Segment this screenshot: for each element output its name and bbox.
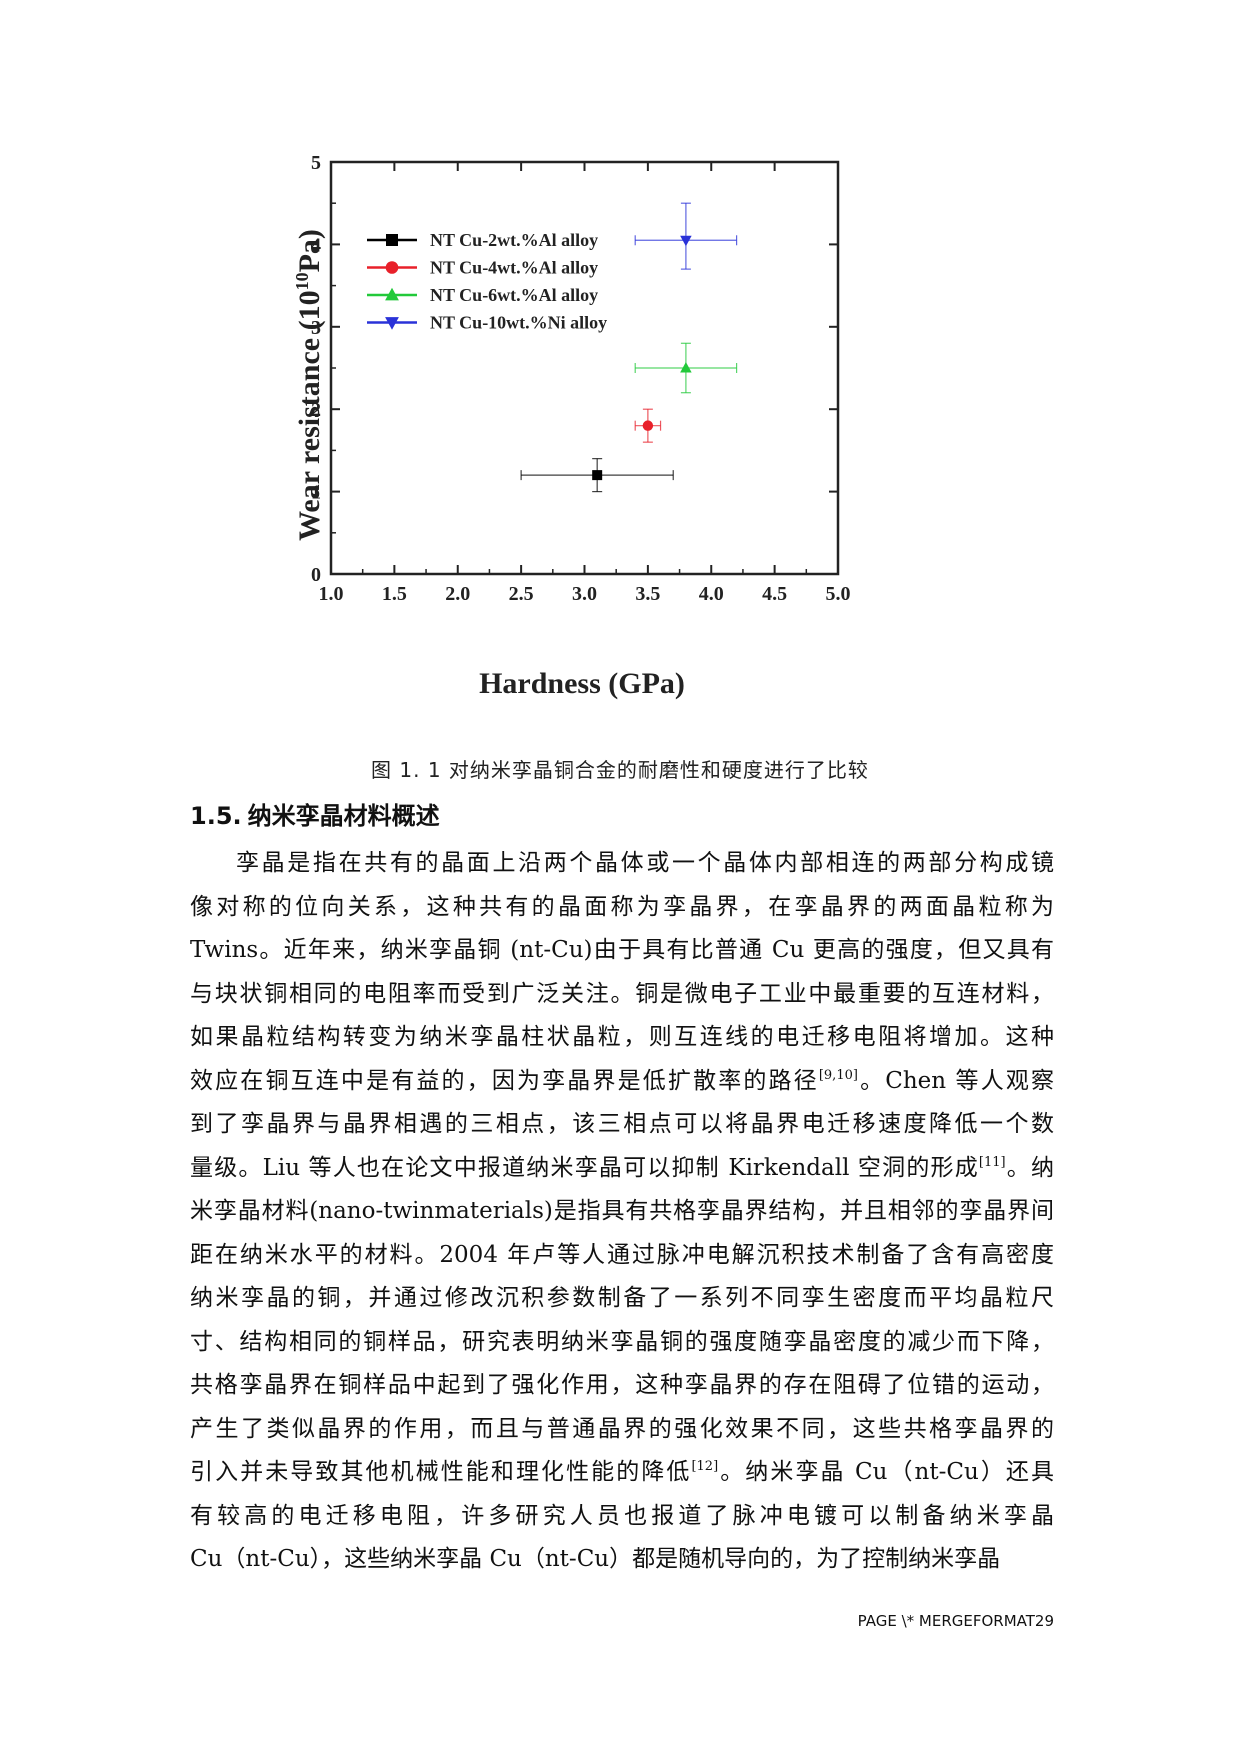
paragraph-line: 像对称的位向关系，这种共有的晶面称为孪晶界，在孪晶界的两面晶粒称为 bbox=[190, 893, 1054, 920]
legend-label: NT Cu-10wt.%Ni alloy bbox=[430, 313, 607, 333]
section-heading: 1.5. 纳米孪晶材料概述 bbox=[190, 796, 440, 831]
section-title-text: 纳米孪晶材料概述 bbox=[247, 802, 440, 830]
line-text: 。Chen 等人观察 bbox=[857, 1067, 1055, 1094]
figure-caption: 图 1. 1 对纳米孪晶铜合金的耐磨性和硬度进行了比较 bbox=[371, 758, 869, 782]
paragraph-line: 效应在铜互连中是有益的，因为孪晶界是低扩散率的路径[9,10]。Chen 等人观… bbox=[190, 1060, 1054, 1104]
legend-marker bbox=[386, 234, 398, 246]
plot-frame bbox=[329, 160, 840, 576]
scatter-chart: 1.0 1.5 2.0 2.5 3.0 3.5 4.0 4.5 5.0 0 1 2 3 4 5 NT Cu-… bbox=[292, 152, 851, 700]
legend-marker bbox=[385, 317, 399, 330]
page-footer-field: PAGE \* MERGEFORMAT29 bbox=[857, 1612, 1054, 1630]
y-axis-label-main: Wear resistance (10 bbox=[293, 290, 326, 541]
legend: NT Cu-2wt.%Al alloy NT Cu-4wt.%Al alloy NT… bbox=[367, 230, 607, 333]
line-text: 引入并未导致其他机械性能和理化性能的降低 bbox=[190, 1459, 692, 1485]
wear-hardness-figure: 1.0 1.5 2.0 2.5 3.0 3.5 4.0 4.5 5.0 0 1 2 3 4 5 NT Cu-… bbox=[270, 150, 970, 730]
line-text: 。纳米孪晶 Cu（nt-Cu）还具 bbox=[718, 1459, 1054, 1485]
line-text: 量级。Liu 等人也在论文中报道纳米孪晶可以抑制 Kirkendall 空洞的形… bbox=[190, 1154, 979, 1181]
paragraph-line: 共格孪晶界在铜样品中起到了强化作用，这种孪晶界的存在阻碍了位错的运动， bbox=[190, 1372, 1054, 1398]
legend-entry-1: NT Cu-2wt.%Al alloy bbox=[367, 230, 598, 250]
axes bbox=[329, 160, 840, 576]
tick-labels: 1.0 1.5 2.0 2.5 3.0 3.5 4.0 4.5 5.0 0 1 2 3 4 5 bbox=[311, 152, 851, 605]
x-tick-label: 1.0 bbox=[319, 583, 344, 605]
paragraph-line: 有较高的电迁移电阻，许多研究人员也报道了脉冲电镀可以制备纳米孪晶 bbox=[190, 1502, 1054, 1529]
y-tick-label: 2 bbox=[311, 399, 321, 421]
tick-marks bbox=[330, 161, 839, 575]
line-text: 效应在铜互连中是有益的，因为孪晶界是低扩散率的路径 bbox=[190, 1067, 819, 1094]
data-point-1 bbox=[520, 458, 674, 493]
y-axis-label: Wear resistance (1010Pa) bbox=[292, 229, 326, 541]
data-marker bbox=[680, 362, 692, 373]
paragraph-line: 如果晶粒结构转变为纳米孪晶柱状晶粒，则互连线的电迁移电阻将增加。这种 bbox=[190, 1024, 1054, 1050]
y-axis-label-superscript: 10 bbox=[292, 272, 312, 290]
data-point-4 bbox=[634, 202, 738, 270]
citation-ref: [9,10] bbox=[818, 1067, 858, 1083]
line-text: 。纳 bbox=[1005, 1154, 1055, 1181]
paragraph-line: 寸、结构相同的铜样品，研究表明纳米孪晶铜的强度随孪晶密度的减少而下降， bbox=[190, 1328, 1054, 1355]
x-tick-label: 4.5 bbox=[762, 583, 787, 605]
paragraph-line: 与块状铜相同的电阻率而受到广泛关注。铜是微电子工业中最重要的互连材料， bbox=[190, 980, 1054, 1007]
paragraph-line: Twins。近年来，纳米孪晶铜 (nt-Cu)由于具有比普通 Cu 更高的强度，… bbox=[190, 937, 1054, 963]
data-point-3 bbox=[634, 342, 738, 394]
paragraph-line: 量级。Liu 等人也在论文中报道纳米孪晶可以抑制 Kirkendall 空洞的形… bbox=[190, 1147, 1054, 1191]
legend-label: NT Cu-2wt.%Al alloy bbox=[430, 230, 598, 250]
paragraph-line: 引入并未导致其他机械性能和理化性能的降低[12]。纳米孪晶 Cu（nt-Cu）还… bbox=[190, 1451, 1054, 1495]
x-axis-label: Hardness (GPa) bbox=[479, 667, 685, 700]
x-tick-label: 1.5 bbox=[382, 583, 407, 605]
citation-ref: [12] bbox=[691, 1459, 719, 1474]
legend-entry-3: NT Cu-6wt.%Al alloy bbox=[367, 285, 598, 305]
y-tick-label: 4 bbox=[311, 234, 321, 256]
paragraph-line: 距在纳米水平的材料。2004 年卢等人通过脉冲电解沉积技术制备了含有高密度 bbox=[190, 1241, 1054, 1268]
x-tick-label: 3.0 bbox=[572, 583, 597, 605]
legend-label: NT Cu-6wt.%Al alloy bbox=[430, 285, 598, 305]
paragraph-line: 孪晶是指在共有的晶面上沿两个晶体或一个晶体内部相连的两部分构成镜 bbox=[236, 850, 1054, 876]
x-tick-label: 4.0 bbox=[699, 583, 724, 605]
legend-entry-4: NT Cu-10wt.%Ni alloy bbox=[367, 313, 607, 333]
y-tick-label: 5 bbox=[311, 152, 321, 174]
citation-ref: [11] bbox=[978, 1154, 1006, 1170]
x-tick-label: 2.5 bbox=[509, 583, 534, 605]
paragraph-line: 到了孪晶界与晶界相遇的三相点，该三相点可以将晶界电迁移速度降低一个数 bbox=[190, 1111, 1054, 1137]
x-tick-label: 5.0 bbox=[826, 583, 851, 605]
x-tick-label: 2.0 bbox=[445, 583, 470, 605]
y-axis-label-unit: Pa) bbox=[293, 229, 326, 272]
data-marker bbox=[680, 235, 692, 247]
paragraph-line: 纳米孪晶的铜，并通过修改沉积参数制备了一系列不同孪生密度而平均晶粒尺 bbox=[190, 1285, 1054, 1311]
legend-entry-2: NT Cu-4wt.%Al alloy bbox=[367, 258, 598, 278]
paragraph-line: 米孪晶材料(nano-twinmaterials)是指具有共格孪晶界结构，并且相… bbox=[190, 1198, 1054, 1224]
x-tick-label: 3.5 bbox=[635, 583, 660, 605]
legend-marker bbox=[385, 287, 399, 301]
section-number: 1.5. bbox=[190, 802, 242, 830]
y-tick-label: 1 bbox=[311, 482, 321, 504]
data-points bbox=[520, 202, 738, 493]
paragraph-line: Cu（nt-Cu），这些纳米孪晶 Cu（nt-Cu）都是随机导向的，为了控制纳米… bbox=[190, 1546, 1001, 1572]
data-marker bbox=[642, 420, 654, 431]
data-point-2 bbox=[634, 408, 662, 443]
legend-marker bbox=[385, 261, 399, 274]
body-paragraph: 孪晶是指在共有的晶面上沿两个晶体或一个晶体内部相连的两部分构成镜 像对称的位向关… bbox=[190, 842, 1054, 1582]
legend-label: NT Cu-4wt.%Al alloy bbox=[430, 258, 598, 278]
y-tick-label: 3 bbox=[311, 317, 321, 339]
y-tick-label: 0 bbox=[311, 564, 321, 586]
paragraph-line: 产生了类似晶界的作用，而且与普通晶界的强化效果不同，这些共格孪晶界的 bbox=[190, 1415, 1054, 1442]
data-marker bbox=[592, 470, 603, 481]
